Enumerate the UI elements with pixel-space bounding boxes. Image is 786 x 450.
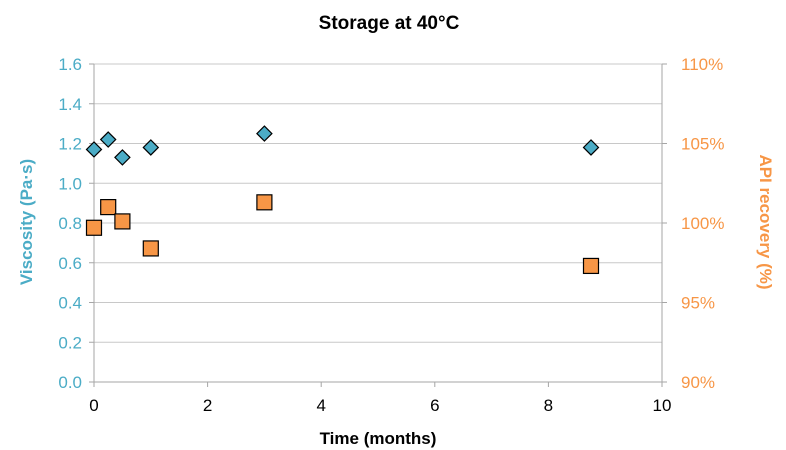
y2-tick-label: 95%	[681, 294, 715, 313]
x-tick-label: 8	[544, 396, 553, 415]
viscosity-point	[582, 139, 600, 156]
x-tick-label: 10	[653, 396, 672, 415]
chart-title: Storage at 40°C	[319, 13, 460, 34]
api-recovery-point	[100, 199, 117, 216]
y2-tick-label: 110%	[681, 55, 723, 74]
viscosity-point	[99, 131, 117, 148]
ticks-layer: 0 2 4 6 8 10 0.0 0.2 0.4 0.6 0.8 1.0 1.2 1.4 1.6 90% 95%…	[58, 55, 724, 415]
marks-layer	[85, 125, 600, 275]
y-tick-label: 0.2	[58, 333, 82, 352]
y2-tick-label: 90%	[681, 373, 715, 392]
viscosity-point	[256, 125, 273, 142]
api-recovery-point	[582, 257, 600, 275]
x-tick-label: 2	[203, 396, 212, 415]
api-recovery-point	[142, 240, 159, 257]
viscosity-point	[85, 141, 103, 158]
api-recovery-point	[114, 213, 131, 230]
y-tick-label: 1.0	[58, 174, 82, 193]
viscosity-point	[114, 149, 131, 166]
y2-tick-label: 100%	[681, 214, 724, 233]
y2-axis-title: API recovery (%)	[756, 154, 775, 289]
y-tick-label: 1.2	[58, 135, 82, 154]
y2-tick-label: 105%	[681, 135, 724, 154]
y-tick-label: 1.6	[58, 55, 82, 74]
grid-layer	[94, 63, 662, 383]
x-tick-label: 0	[89, 396, 98, 415]
x-axis-title: Time (months)	[320, 429, 437, 448]
api-recovery-point	[256, 194, 273, 211]
viscosity-point	[142, 139, 160, 156]
api-recovery-point	[85, 219, 103, 236]
y-tick-label: 0.4	[58, 294, 82, 313]
y-tick-label: 1.4	[58, 95, 82, 114]
y-tick-label: 0.0	[58, 373, 82, 392]
y-tick-label: 0.6	[58, 254, 82, 273]
x-tick-label: 6	[430, 396, 439, 415]
y-axis-title: Viscosity (Pa·s)	[17, 159, 36, 285]
y-tick-label: 0.8	[58, 214, 82, 233]
x-tick-label: 4	[316, 396, 325, 415]
